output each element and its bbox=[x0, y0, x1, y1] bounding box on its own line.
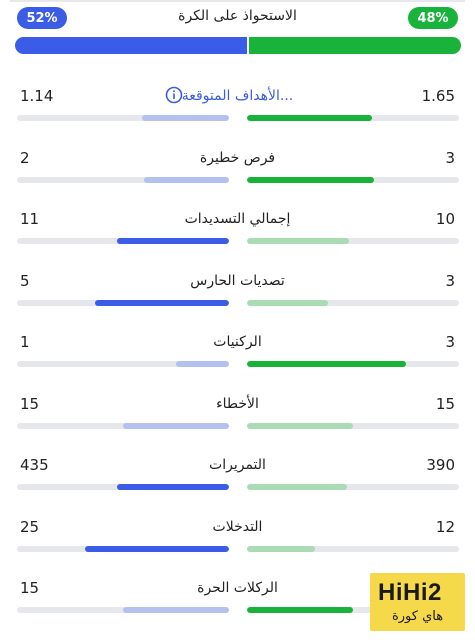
top-divider bbox=[10, 0, 465, 2]
stat-row: 2 فرص خطيرة 3 bbox=[0, 149, 475, 209]
away-stat-value: 5 bbox=[20, 272, 30, 290]
stat-label: الأخطاء bbox=[216, 396, 259, 412]
home-stat-bar bbox=[247, 484, 347, 490]
stat-label: التدخلات bbox=[212, 519, 263, 535]
away-stat-bar bbox=[144, 177, 229, 183]
stat-label: التمريرات bbox=[209, 457, 266, 473]
away-stat-value: 1.14 bbox=[20, 87, 54, 105]
home-stat-bar bbox=[247, 607, 353, 613]
stat-label: الركلات الحرة bbox=[197, 580, 278, 596]
stat-row: 435 التمريرات 390 bbox=[0, 456, 475, 516]
stat-row: 15 الأخطاء 15 bbox=[0, 395, 475, 455]
home-stat-track bbox=[247, 607, 459, 613]
home-stat-bar bbox=[247, 300, 328, 306]
away-stat-track bbox=[17, 115, 229, 121]
away-stat-value: 25 bbox=[20, 518, 40, 536]
home-stat-value: 3 bbox=[445, 272, 455, 290]
home-stat-bar bbox=[247, 361, 406, 367]
watermark-main-text: HiHi2 bbox=[378, 579, 442, 606]
away-stat-track bbox=[17, 177, 229, 183]
away-stat-bar bbox=[116, 484, 229, 490]
away-stat-bar bbox=[116, 238, 229, 244]
away-stat-track bbox=[17, 238, 229, 244]
home-stat-bar bbox=[247, 423, 353, 429]
home-stat-value: 15 bbox=[435, 395, 455, 413]
home-stat-track bbox=[247, 484, 459, 490]
watermark-sub-text: هاي كورة bbox=[391, 609, 444, 624]
home-stat-track bbox=[247, 423, 459, 429]
possession-divider bbox=[247, 37, 249, 54]
possession-bar-home bbox=[246, 37, 461, 54]
home-stat-track bbox=[247, 361, 459, 367]
stat-row: 5 تصديات الحارس 3 bbox=[0, 272, 475, 332]
home-stat-track bbox=[247, 300, 459, 306]
stat-label[interactable]: الأهداف المتوقعة... bbox=[181, 88, 294, 104]
possession-bar bbox=[15, 37, 461, 54]
away-stat-bar bbox=[142, 115, 229, 121]
home-stat-bar bbox=[247, 115, 373, 121]
away-stat-bar bbox=[95, 300, 229, 306]
stat-label: تصديات الحارس bbox=[190, 273, 285, 289]
away-stat-value: 11 bbox=[20, 210, 40, 228]
stat-label: فرص خطيرة bbox=[199, 150, 276, 166]
away-stat-track bbox=[17, 546, 229, 552]
home-stat-value: 390 bbox=[426, 456, 455, 474]
stat-label: الركنيات bbox=[213, 334, 262, 350]
home-stat-track bbox=[247, 238, 459, 244]
away-stat-bar bbox=[84, 546, 229, 552]
home-stat-value: 3 bbox=[445, 149, 455, 167]
away-stat-bar bbox=[176, 361, 229, 367]
home-stat-bar bbox=[247, 546, 315, 552]
home-stat-value: 1.65 bbox=[421, 87, 455, 105]
home-possession-badge: 48% bbox=[408, 7, 458, 29]
home-stat-track bbox=[247, 177, 459, 183]
away-stat-value: 435 bbox=[20, 456, 49, 474]
home-stat-track bbox=[247, 546, 459, 552]
away-stat-value: 2 bbox=[20, 149, 30, 167]
home-stat-value: 10 bbox=[435, 210, 455, 228]
away-stat-value: 15 bbox=[20, 579, 40, 597]
away-stat-value: 1 bbox=[20, 333, 30, 351]
away-stat-bar bbox=[123, 423, 229, 429]
possession-bar-away bbox=[15, 37, 247, 54]
home-stat-value: 3 bbox=[445, 333, 455, 351]
home-stat-bar bbox=[247, 238, 349, 244]
stat-row: 25 التدخلات 12 bbox=[0, 518, 475, 578]
home-stat-track bbox=[247, 115, 459, 121]
info-icon[interactable] bbox=[165, 86, 183, 104]
stat-label: إجمالي التسديدات bbox=[184, 211, 291, 227]
away-stat-value: 15 bbox=[20, 395, 40, 413]
away-stat-track bbox=[17, 607, 229, 613]
away-stat-track bbox=[17, 300, 229, 306]
possession-title: الاستحواذ على الكرة bbox=[178, 8, 297, 24]
away-stat-track bbox=[17, 484, 229, 490]
away-stat-track bbox=[17, 361, 229, 367]
home-stat-value: 12 bbox=[435, 518, 455, 536]
home-stat-bar bbox=[247, 177, 375, 183]
stat-row: 1.14 الأهداف المتوقعة... 1.65 bbox=[0, 86, 475, 147]
away-stat-track bbox=[17, 423, 229, 429]
away-possession-badge: 52% bbox=[17, 7, 67, 29]
away-stat-bar bbox=[123, 607, 229, 613]
stat-row: 1 الركنيات 3 bbox=[0, 333, 475, 393]
watermark-logo: HiHi2 هاي كورة bbox=[370, 573, 465, 631]
stat-row: 11 إجمالي التسديدات 10 bbox=[0, 210, 475, 270]
